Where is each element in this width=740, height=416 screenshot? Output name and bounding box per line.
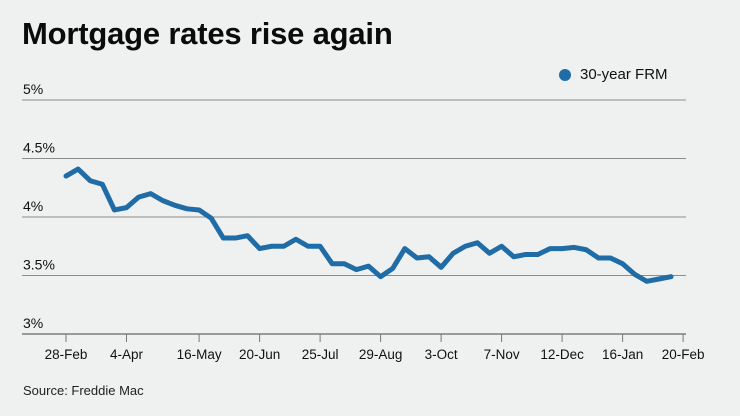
series-point-30-year-frm (196, 207, 202, 213)
x-tick-label: 3-Oct (425, 347, 458, 362)
x-tick-label: 12-Dec (540, 347, 584, 362)
x-tick-label: 7-Nov (484, 347, 520, 362)
source-note: Source: Freddie Mac (23, 383, 144, 398)
legend-label-30-year-frm: 30-year FRM (580, 66, 668, 83)
series-point-30-year-frm (511, 254, 516, 259)
series-point-30-year-frm (160, 198, 165, 203)
chart-title: Mortgage rates rise again (22, 16, 393, 51)
series-point-30-year-frm (112, 207, 117, 213)
series-point-30-year-frm (438, 265, 444, 270)
series-point-30-year-frm (632, 272, 637, 277)
series-point-30-year-frm (124, 205, 129, 210)
series-point-30-year-frm (523, 252, 528, 257)
series-point-30-year-frm (354, 267, 359, 272)
x-tick-label: 16-Jan (602, 347, 643, 362)
series-point-30-year-frm (402, 246, 407, 251)
series-point-30-year-frm (487, 251, 492, 256)
series-point-30-year-frm (75, 166, 81, 172)
series-point-30-year-frm (620, 261, 625, 266)
legend: 30-year FRM (559, 66, 668, 83)
series-point-30-year-frm (451, 251, 456, 256)
series-point-30-year-frm (584, 247, 589, 252)
series-point-30-year-frm (233, 235, 238, 241)
series-point-30-year-frm (499, 244, 504, 249)
x-tick-label: 20-Jun (239, 347, 280, 362)
series-point-30-year-frm (305, 244, 311, 249)
x-tick-label: 4-Apr (110, 347, 144, 362)
series-point-30-year-frm (668, 274, 674, 279)
series-point-30-year-frm (378, 274, 383, 279)
series-point-30-year-frm (414, 255, 420, 261)
y-tick-label: 4% (23, 198, 43, 214)
series-point-30-year-frm (342, 261, 347, 266)
series-point-30-year-frm (535, 252, 541, 257)
series-point-30-year-frm (257, 246, 262, 251)
series-point-30-year-frm (596, 255, 601, 261)
series-point-30-year-frm (136, 194, 141, 200)
y-tick-label: 4.5% (23, 140, 55, 156)
y-tick-label: 5% (23, 81, 43, 97)
series-point-30-year-frm (644, 279, 649, 284)
x-tick-label: 25-Jul (302, 347, 339, 362)
series-point-30-year-frm (88, 178, 93, 183)
series-point-30-year-frm (317, 244, 323, 249)
series-point-30-year-frm (463, 244, 468, 249)
series-point-30-year-frm (148, 191, 153, 196)
x-tick-label: 28-Feb (45, 347, 88, 362)
series-point-30-year-frm (293, 237, 299, 242)
y-tick-label: 3% (23, 315, 43, 331)
series-point-30-year-frm (547, 246, 553, 251)
legend-swatch-30-year-frm (559, 68, 571, 81)
series-point-30-year-frm (209, 215, 214, 221)
series-point-30-year-frm (559, 246, 565, 251)
series-point-30-year-frm (63, 173, 69, 179)
series-point-30-year-frm (656, 276, 662, 282)
series-point-30-year-frm (100, 182, 105, 187)
x-tick-label: 29-Aug (359, 347, 403, 362)
series-point-30-year-frm (390, 266, 395, 271)
series-point-30-year-frm (245, 233, 250, 238)
series-point-30-year-frm (572, 245, 577, 250)
series-point-30-year-frm (172, 203, 178, 208)
series-point-30-year-frm (426, 254, 432, 259)
x-tick-label: 16-May (177, 347, 222, 362)
series-point-30-year-frm (269, 244, 274, 249)
y-tick-label: 3.5% (23, 257, 55, 273)
series-point-30-year-frm (221, 235, 226, 241)
series-point-30-year-frm (330, 261, 335, 266)
series-point-30-year-frm (608, 255, 613, 261)
series-point-30-year-frm (366, 263, 371, 269)
series-point-30-year-frm (281, 244, 286, 249)
series-point-30-year-frm (184, 206, 190, 212)
x-tick-label: 20-Feb (662, 347, 705, 362)
series-point-30-year-frm (475, 240, 480, 245)
